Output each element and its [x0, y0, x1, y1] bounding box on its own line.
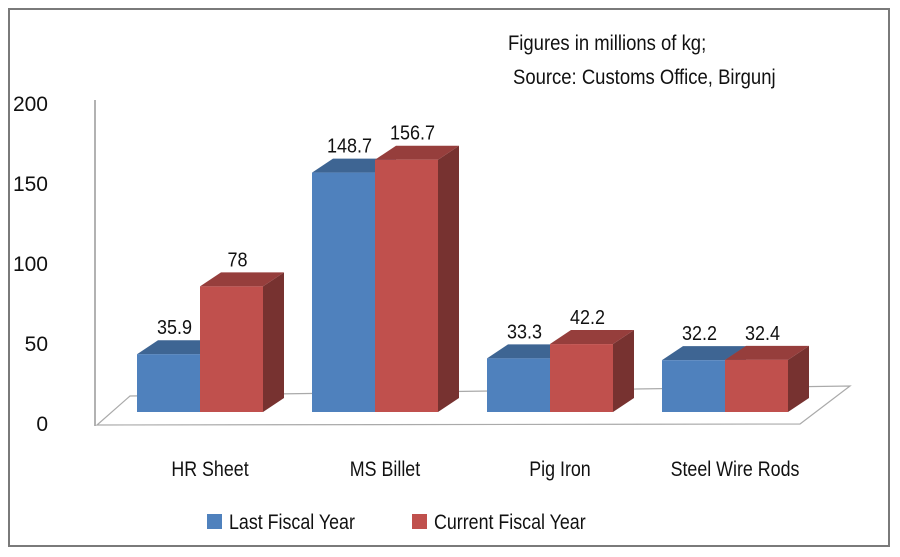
y-tick-label: 50 — [25, 333, 48, 356]
bar-current-fiscal-year — [200, 272, 284, 412]
category-label: MS Billet — [350, 458, 421, 482]
bar-front-face — [137, 354, 200, 412]
bar-side-face — [263, 272, 284, 412]
data-label: 42.2 — [570, 307, 605, 329]
bar-front-face — [200, 286, 263, 412]
data-label: 32.4 — [745, 323, 780, 345]
chart-frame — [8, 8, 890, 547]
bar-top-face — [200, 272, 284, 287]
bar-top-face — [375, 145, 459, 160]
data-label: 33.3 — [507, 322, 542, 344]
legend-label: Current Fiscal Year — [434, 511, 586, 535]
data-label: 78 — [227, 250, 247, 272]
bar-top-face — [662, 346, 746, 361]
data-label: 156.7 — [390, 123, 435, 145]
y-tick-label: 150 — [13, 173, 48, 196]
bar-side-face — [613, 330, 634, 412]
category-label: Steel Wire Rods — [671, 458, 800, 482]
bar-side-face — [438, 145, 459, 412]
category-label: HR Sheet — [171, 458, 249, 482]
bar-side-face — [788, 345, 809, 412]
data-label: 35.9 — [157, 317, 192, 339]
bar-top-face — [550, 330, 634, 345]
legend-label: Last Fiscal Year — [229, 511, 355, 535]
y-tick-label: 100 — [13, 253, 48, 276]
category-label: Pig Iron — [529, 458, 590, 482]
data-label: 32.2 — [682, 323, 717, 345]
annotation-source: Source: Customs Office, Birgunj — [513, 66, 776, 89]
bar-front-face — [725, 359, 788, 412]
y-tick-label: 200 — [13, 93, 48, 116]
bar-front-face — [312, 172, 375, 412]
bar-current-fiscal-year — [725, 345, 809, 412]
annotation-units: Figures in millions of kg; — [508, 32, 707, 55]
bar-current-fiscal-year — [550, 330, 634, 412]
bar-front-face — [662, 360, 725, 412]
bar-front-face — [487, 358, 550, 412]
data-label: 148.7 — [327, 136, 372, 158]
legend-swatch — [207, 514, 222, 529]
legend-swatch — [412, 514, 427, 529]
floor — [95, 385, 852, 426]
y-tick-label: 0 — [36, 413, 48, 436]
bar-front-face — [375, 159, 438, 412]
bar-current-fiscal-year — [375, 145, 459, 412]
bar-top-face — [725, 345, 809, 360]
bar-front-face — [550, 344, 613, 412]
